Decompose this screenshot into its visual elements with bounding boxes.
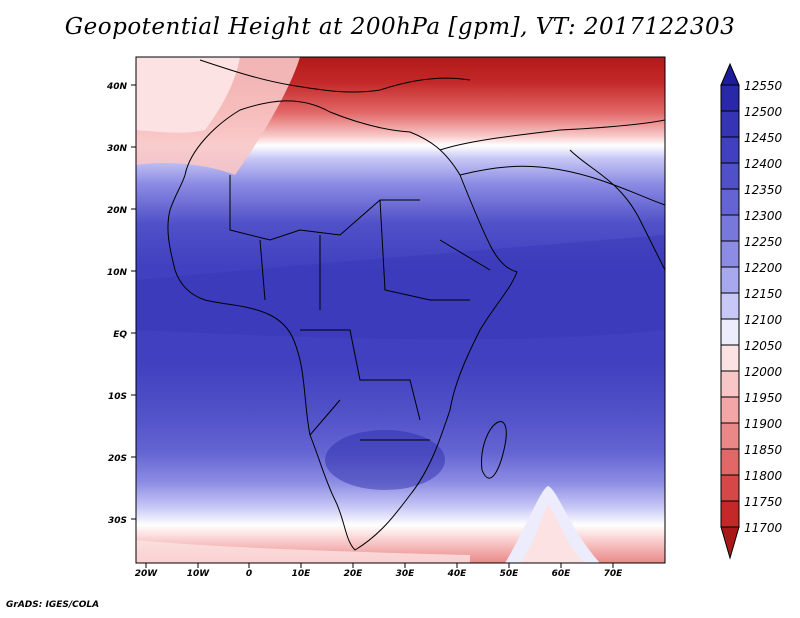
colorbar-swatch (720, 240, 740, 268)
colorbar-swatch (720, 500, 740, 528)
coastlines (167, 59, 665, 551)
grads-credit: GrADS: IGES/COLA (6, 600, 100, 610)
colorbar-swatch (720, 318, 740, 346)
colorbar-label-12550: 12550 (744, 79, 783, 93)
colorbar-label-12250: 12250 (744, 235, 783, 249)
colorbar-swatch (720, 136, 740, 164)
lat-label-eq: EQ (113, 330, 127, 340)
colorbar-label-11900: 11900 (744, 417, 783, 431)
colorbar-label-12000: 12000 (744, 365, 783, 379)
lon-label-20W: 20W (135, 569, 159, 579)
colorbar-swatch (720, 448, 740, 476)
colorbar-swatch (720, 396, 740, 424)
map-title: Geopotential Height at 200hPa [gpm], VT:… (64, 14, 736, 40)
lat-label-40N: 40N (106, 82, 128, 92)
lon-label-20E: 20E (344, 569, 364, 579)
colorbar-swatch (720, 266, 740, 294)
lat-label-10S: 10S (108, 392, 127, 402)
colorbar-label-12150: 12150 (744, 287, 783, 301)
colorbar-label-12300: 12300 (744, 209, 783, 223)
colorbar-bottom-arrow (720, 526, 740, 560)
lon-label-50E: 50E (500, 569, 520, 579)
lat-label-10N: 10N (107, 268, 128, 278)
colorbar-label-12100: 12100 (744, 313, 783, 327)
colorbar-swatch (720, 474, 740, 502)
lat-label-30S: 30S (108, 516, 127, 526)
colorbar-label-12400: 12400 (744, 157, 783, 171)
colorbar-label-11850: 11850 (744, 443, 783, 457)
colorbar-swatch (720, 162, 740, 190)
colorbar-label-12450: 12450 (744, 131, 783, 145)
colorbar-swatch (720, 422, 740, 450)
colorbar-label-11750: 11750 (744, 495, 783, 509)
lon-label-70E: 70E (604, 569, 624, 579)
colorbar-label-12050: 12050 (744, 339, 783, 353)
lon-label-30E: 30E (396, 569, 416, 579)
geopotential-field (136, 57, 665, 563)
lon-label-40E: 40E (447, 569, 468, 579)
lat-label-20S: 20S (108, 454, 127, 464)
lon-label-0: 0 (246, 569, 252, 579)
map-frame (135, 56, 666, 564)
colorbar-swatch (720, 370, 740, 398)
lon-label-10E: 10E (292, 569, 312, 579)
colorbar-label-12500: 12500 (744, 105, 783, 119)
lon-label-60E: 60E (552, 569, 572, 579)
lat-label-20N: 20N (107, 206, 128, 216)
colorbar-swatch (720, 214, 740, 242)
colorbar-swatch (720, 292, 740, 320)
colorbar-label-11800: 11800 (744, 469, 783, 483)
colorbar-swatch (720, 84, 740, 112)
colorbar-label-11700: 11700 (744, 521, 783, 535)
colorbar-label-12200: 12200 (744, 261, 783, 275)
colorbar-swatch (720, 110, 740, 138)
lat-label-30N: 30N (107, 144, 128, 154)
lon-label-10W: 10W (187, 569, 211, 579)
colorbar-label-12350: 12350 (744, 183, 783, 197)
colorbar-swatch (720, 188, 740, 216)
colorbar-label-11950: 11950 (744, 391, 783, 405)
axis-ticks (131, 84, 614, 568)
colorbar-swatch (720, 344, 740, 372)
colorbar (720, 62, 740, 560)
colorbar-top-arrow (720, 62, 740, 86)
